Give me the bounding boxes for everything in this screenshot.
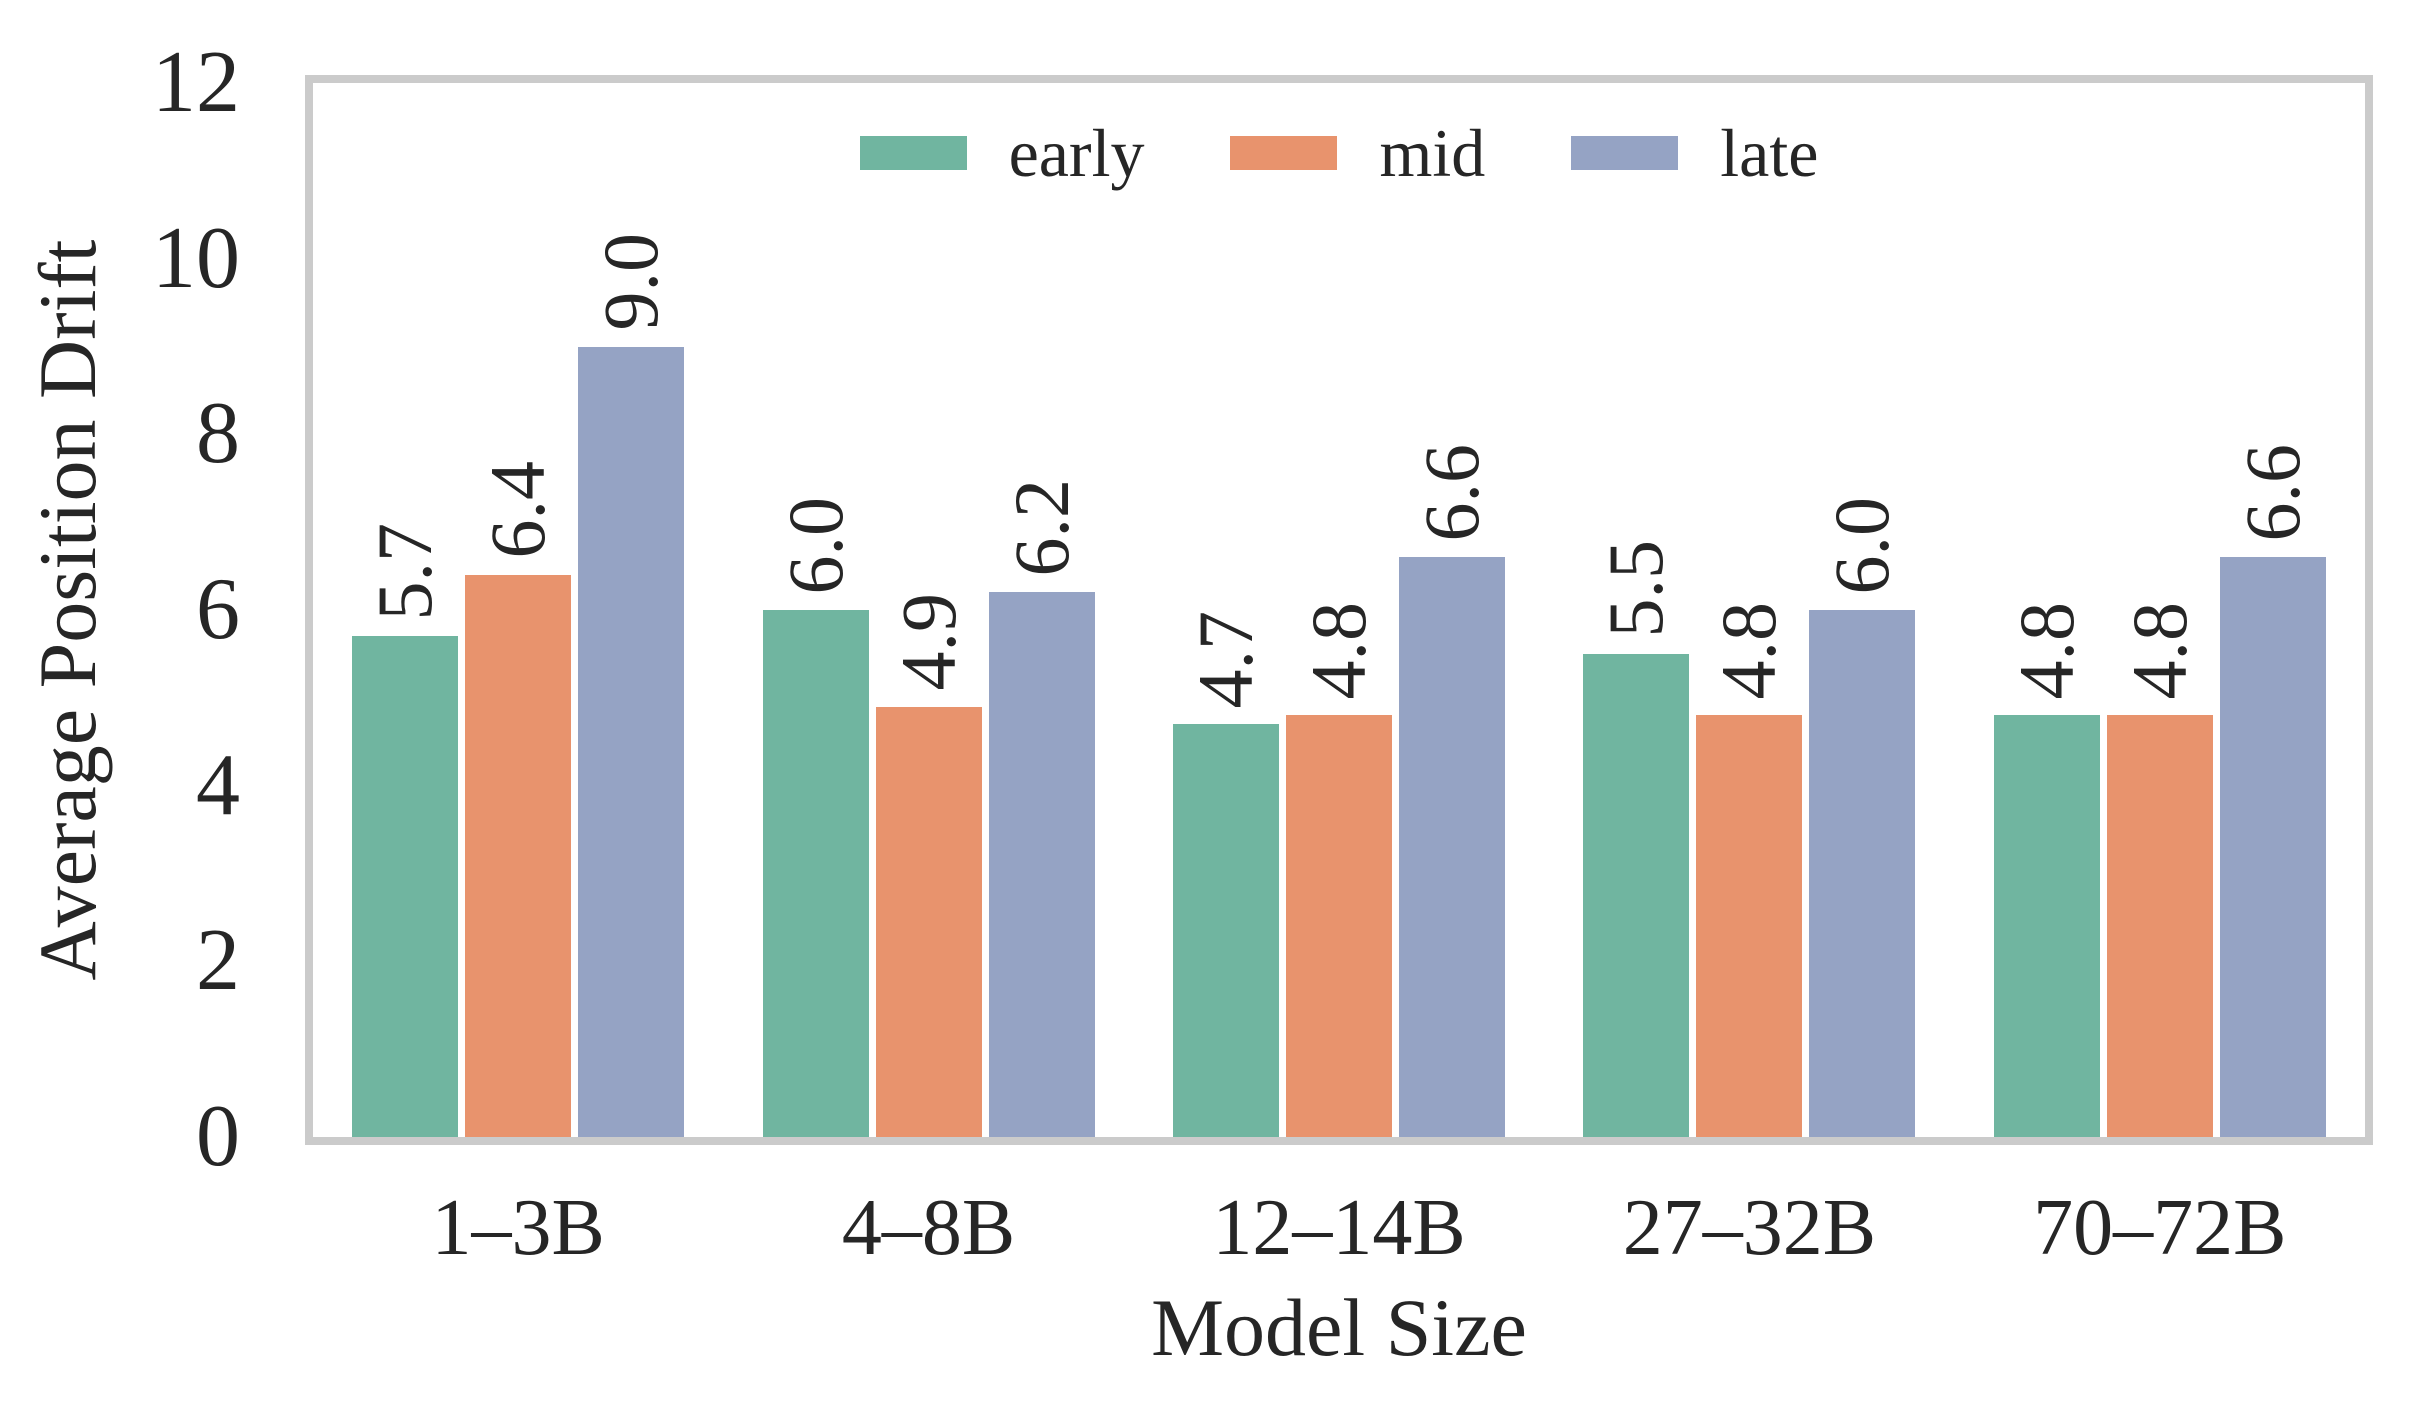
bar-value-label: 6.6	[1408, 443, 1496, 542]
bar-column: 4.8	[1993, 83, 2100, 1137]
bar-value-label: 6.0	[771, 496, 859, 595]
legend-label: early	[1008, 115, 1145, 191]
bar-value-label: 4.8	[1705, 601, 1793, 700]
bar-value-label: 4.8	[2115, 601, 2203, 700]
legend-entry-early: early	[859, 115, 1145, 191]
y-axis-ticks: 0 2 4 6 8 10 12	[0, 39, 240, 1181]
y-tick-label: 10	[152, 209, 240, 307]
plot-area: 5.7 6.4 9.0 6.0 4.9 6.2 4.7 4.8 6.6 5.5 4.8 6.0 4.8 4…	[305, 75, 2373, 1145]
bar-early	[1993, 715, 2100, 1137]
bar-column: 4.8	[1696, 83, 1803, 1137]
bar-early	[1173, 724, 1280, 1137]
y-tick-label: 0	[196, 1088, 240, 1185]
bar-value-label: 5.7	[361, 522, 449, 621]
bar-value-label: 4.8	[2002, 601, 2090, 700]
bar-value-label: 4.7	[1182, 610, 1270, 709]
bar-group-70–72B: 4.8 4.8 6.6	[1955, 83, 2365, 1137]
bar-late	[1809, 610, 1916, 1137]
bar-value-label: 6.2	[997, 478, 1085, 577]
bar-column: 6.0	[1809, 83, 1916, 1137]
y-tick-label: 4	[196, 736, 240, 834]
bar-groups: 5.7 6.4 9.0 6.0 4.9 6.2 4.7 4.8 6.6 5.5 4.8 6.0 4.8 4…	[313, 83, 2365, 1137]
x-axis-label: Model Size	[1151, 1282, 1527, 1373]
legend-entry-late: late	[1571, 119, 1818, 187]
bar-value-label: 6.4	[474, 461, 562, 559]
bar-column: 4.8	[1286, 83, 1393, 1137]
bar-group-1–3B: 5.7 6.4 9.0	[313, 83, 723, 1137]
legend: early mid late	[313, 119, 2365, 187]
bar-value-label: 6.6	[2228, 443, 2316, 542]
x-tick-label: 1–3B	[431, 1184, 605, 1272]
bar-mid	[1696, 715, 1803, 1137]
bar-value-label: 4.8	[1295, 601, 1383, 700]
bar-group-4–8B: 6.0 4.9 6.2	[723, 83, 1133, 1137]
bar-column: 6.2	[988, 83, 1095, 1137]
x-tick-label: 27–32B	[1622, 1184, 1877, 1272]
legend-swatch-icon	[1571, 136, 1679, 170]
bar-column: 5.5	[1583, 83, 1690, 1137]
x-tick-label: 12–14B	[1212, 1184, 1466, 1272]
bar-value-label: 6.0	[1818, 496, 1906, 595]
bar-late	[2219, 557, 2326, 1137]
legend-swatch-icon	[859, 136, 967, 170]
bar-column: 5.7	[352, 83, 459, 1137]
legend-swatch-icon	[1230, 136, 1338, 170]
legend-label: late	[1720, 115, 1819, 191]
y-tick-label: 6	[196, 561, 240, 658]
bar-value-label: 5.5	[1592, 540, 1680, 638]
bar-early	[762, 610, 869, 1137]
legend-label: mid	[1379, 115, 1486, 191]
y-tick-label: 12	[152, 34, 240, 131]
y-tick-label: 2	[196, 912, 240, 1010]
bar-column: 6.4	[465, 83, 572, 1137]
bar-mid	[465, 574, 572, 1137]
bar-column: 4.8	[2106, 83, 2213, 1137]
bar-value-label: 9.0	[587, 233, 675, 331]
bar-early	[352, 636, 459, 1137]
bar-column: 4.9	[875, 83, 982, 1137]
bar-mid	[875, 706, 982, 1137]
bar-mid	[2106, 715, 2213, 1137]
bar-early	[1583, 653, 1690, 1137]
bar-late	[578, 346, 685, 1137]
bar-mid	[1286, 715, 1393, 1137]
bar-column: 6.0	[762, 83, 869, 1137]
bar-column: 6.6	[1399, 83, 1506, 1137]
y-tick-label: 8	[196, 385, 240, 483]
bar-late	[988, 592, 1095, 1137]
bar-late	[1399, 557, 1506, 1137]
legend-entry-mid: mid	[1230, 119, 1485, 187]
x-tick-label: 4–8B	[841, 1184, 1016, 1272]
bar-column: 6.6	[2219, 83, 2326, 1137]
bar-value-label: 4.9	[884, 593, 972, 691]
x-axis-ticks: 1–3B 4–8B 12–14B 27–32B 70–72B	[313, 1188, 2365, 1268]
bar-group-12–14B: 4.7 4.8 6.6	[1134, 83, 1544, 1137]
bar-column: 4.7	[1173, 83, 1280, 1137]
bar-column: 9.0	[578, 83, 685, 1137]
bar-group-27–32B: 5.5 4.8 6.0	[1544, 83, 1954, 1137]
x-tick-label: 70–72B	[2033, 1184, 2287, 1272]
